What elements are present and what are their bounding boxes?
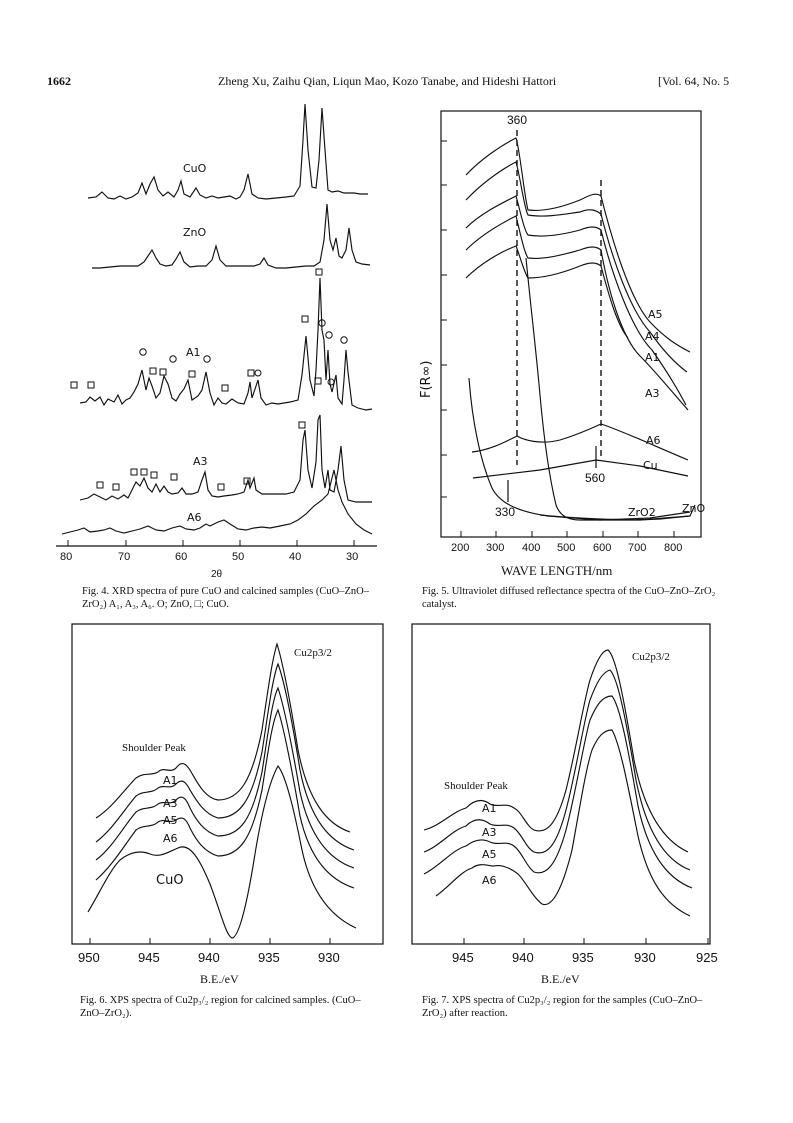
fig6-trace-a6: [95, 708, 355, 889]
fig7-label-a5: A5: [482, 848, 497, 861]
fig7-caption: Fig. 7. XPS spectra of Cu2p₃/₂ region fo…: [422, 995, 703, 1019]
fig6-label-a3: A3: [163, 797, 178, 810]
fig5-tick-800: 800: [664, 542, 682, 554]
fig7-tick-935: 935: [572, 950, 594, 965]
page-number: 1662: [47, 74, 71, 88]
fig5-tick-300: 300: [486, 542, 504, 554]
fig4-xticks: [67, 540, 355, 546]
fig5-label-zro2: ZrO2: [628, 506, 656, 519]
fig6-trace-cuo: [87, 764, 357, 939]
fig4-tick-60: 60: [175, 551, 187, 563]
fig7-label-a1: A1: [482, 802, 497, 815]
fig6-trace-a1: [95, 642, 351, 833]
fig5-peak-360: 360: [507, 113, 527, 127]
fig7-label-a3: A3: [482, 826, 497, 839]
fig4-label-a6: A6: [187, 511, 202, 524]
fig6-peak-label: Cu2p3/2: [294, 647, 332, 659]
fig5-tick-500: 500: [557, 542, 575, 554]
fig4-trace-cuo: [87, 103, 368, 200]
fig5-tick-700: 700: [628, 542, 646, 554]
fig4-tick-50: 50: [232, 551, 244, 563]
fig4-trace-a6: [61, 469, 373, 535]
fig4-caption: Fig. 4. XRD spectra of pure CuO and calc…: [82, 586, 369, 610]
fig7-trace-a3: [423, 669, 691, 871]
fig5-label-cu: Cu: [643, 459, 658, 472]
fig6-label-a6: A6: [163, 832, 178, 845]
running-authors: Zheng Xu, Zaihu Qian, Liqun Mao, Kozo Ta…: [218, 74, 557, 88]
fig5-trace-cu: [472, 459, 689, 479]
fig5-ylabel: F(R∞): [419, 361, 434, 398]
fig4-tick-30: 30: [346, 551, 358, 563]
fig5-label-a6: A6: [646, 434, 661, 447]
fig6-xlabel: B.E./eV: [200, 972, 239, 986]
fig7-trace-a6: [435, 729, 691, 917]
fig6-tick-950: 950: [78, 950, 100, 965]
fig5-caption: Fig. 5. Ultraviolet diffused reflectance…: [422, 586, 716, 610]
fig5-label-a4: A4: [645, 330, 660, 343]
fig5-tick-200: 200: [451, 542, 469, 554]
fig6-tick-940: 940: [198, 950, 220, 965]
fig6-trace-a3: [95, 662, 355, 851]
fig5-label-a5: A5: [648, 308, 663, 321]
fig4-xlabel: 2θ: [211, 569, 223, 580]
fig4-trace-a1: [79, 277, 373, 411]
fig5-label-zno: ZnO: [682, 502, 706, 515]
fig5-label-a3: A3: [645, 387, 660, 400]
fig7-tick-930: 930: [634, 950, 656, 965]
fig4-label-a1: A1: [186, 346, 201, 359]
fig4-tick-80: 80: [60, 551, 72, 563]
fig4-tick-40: 40: [289, 551, 301, 563]
fig7-frame: [411, 623, 711, 945]
fig5-trace-a6: [471, 423, 689, 461]
fig5-label-a1: A1: [645, 351, 660, 364]
fig7-tick-925: 925: [696, 950, 718, 965]
fig4-label-zno: ZnO: [183, 226, 207, 239]
fig5-xlabel: WAVE LENGTH/nm: [501, 563, 612, 578]
fig7-peak-label: Cu2p3/2: [632, 651, 670, 663]
fig5-trace-bottom: [465, 245, 629, 339]
fig6-label-a1: A1: [163, 774, 178, 787]
fig6-shoulder-label: Shoulder Peak: [122, 742, 186, 754]
fig7-trace-a1: [423, 649, 689, 853]
fig7-trace-a5: [423, 695, 693, 889]
fig6-label-a5: A5: [163, 814, 178, 827]
fig5-peak-560: 560: [585, 471, 605, 485]
fig6-tick-935: 935: [258, 950, 280, 965]
fig6-trace-a5: [95, 686, 355, 869]
fig5-trace-zno: [539, 504, 696, 521]
fig5-trace-a5: [465, 137, 691, 353]
fig4-trace-zno: [92, 203, 371, 269]
fig5-trace-a4: [465, 161, 688, 373]
fig4-trace-a3: [79, 414, 372, 503]
fig7-tick-940: 940: [512, 950, 534, 965]
fig7-xlabel: B.E./eV: [541, 972, 580, 986]
fig6-frame: [71, 623, 384, 945]
fig5-trace-a3: [465, 215, 689, 411]
fig4-label-cuo: CuO: [183, 162, 207, 175]
fig6-label-cuo: CuO: [156, 873, 184, 888]
fig6-caption: Fig. 6. XPS spectra of Cu2p₃/₂ region fo…: [80, 995, 361, 1019]
fig5-peak-330: 330: [495, 505, 515, 519]
fig4-tick-70: 70: [118, 551, 130, 563]
fig5-trace-a1: [465, 195, 687, 406]
volume-info: [Vol. 64, No. 5: [658, 74, 730, 88]
fig7-label-a6: A6: [482, 874, 497, 887]
fig4-label-a3: A3: [193, 455, 208, 468]
fig7-shoulder-label: Shoulder Peak: [444, 780, 508, 792]
fig4-markers: [70, 268, 348, 491]
fig6-tick-930: 930: [318, 950, 340, 965]
fig6-tick-945: 945: [138, 950, 160, 965]
fig5-frame: [440, 110, 702, 538]
fig5-tick-400: 400: [522, 542, 540, 554]
fig7-tick-945: 945: [452, 950, 474, 965]
fig5-tick-600: 600: [593, 542, 611, 554]
